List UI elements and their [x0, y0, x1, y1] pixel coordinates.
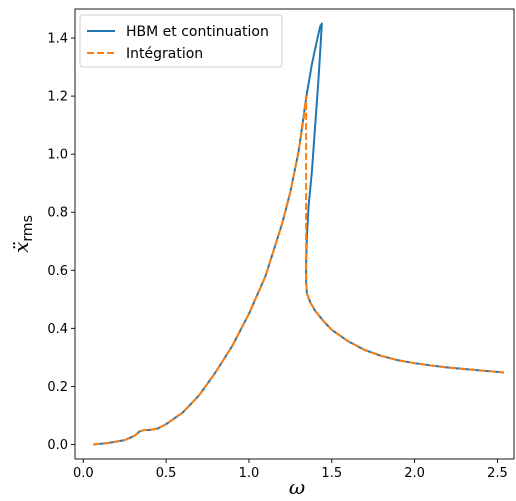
legend: HBM et continuation Intégration — [79, 14, 283, 68]
y-tick-label: 1.2 — [47, 90, 68, 105]
y-axis-label-base: ẍ — [9, 242, 33, 253]
y-axis-label-sub: rms — [20, 215, 36, 241]
x-tick-label: 0.0 — [73, 466, 94, 481]
series-layer — [93, 22, 505, 446]
y-tick-label: 1.0 — [47, 148, 68, 163]
legend-box — [79, 14, 283, 68]
x-tick-label: 1.5 — [321, 466, 342, 481]
x-tick-label: 2.5 — [487, 466, 508, 481]
x-axis-label: ω — [289, 475, 305, 499]
y-tick-label: 0.0 — [47, 438, 68, 453]
y-tick-label: 0.6 — [47, 264, 68, 279]
y-axis-label: ẍrms — [9, 215, 36, 253]
legend-label-integration: Intégration — [126, 46, 203, 62]
x-tick-label: 2.0 — [404, 466, 425, 481]
legend-label-hbm: HBM et continuation — [126, 24, 269, 40]
y-tick-label: 0.4 — [47, 322, 68, 337]
series-line-integration — [93, 95, 505, 446]
ticks-layer: 0.0 0.5 1.0 1.5 2.0 2.5 0.0 0.2 0.4 0.6 0.8 1.0 1.2 1… — [47, 32, 507, 481]
x-tick-label: 0.5 — [156, 466, 177, 481]
plot-frame — [74, 8, 515, 460]
y-tick-label: 0.2 — [47, 380, 68, 395]
x-tick-label: 1.0 — [239, 466, 260, 481]
svg-text:ẍrms: ẍrms — [9, 215, 36, 253]
y-tick-label: 0.8 — [47, 206, 68, 221]
y-tick-label: 1.4 — [47, 32, 68, 47]
